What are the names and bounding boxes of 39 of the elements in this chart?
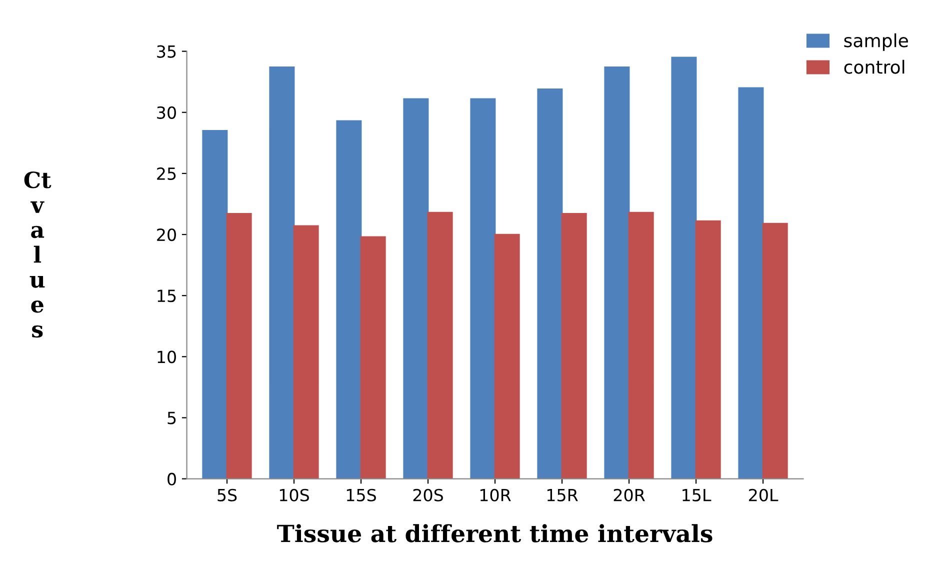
bar [671, 56, 697, 479]
x-tick-label: 5S [218, 488, 237, 502]
bar [561, 213, 587, 479]
legend-label: control [844, 60, 904, 74]
y-tick-label: 30 [157, 106, 176, 119]
bar [470, 98, 496, 479]
bar [202, 130, 228, 479]
bar [695, 220, 721, 479]
x-tick-label: 20R [614, 488, 645, 502]
y-tick-label: 0 [168, 472, 176, 486]
bar [293, 225, 319, 479]
bar [537, 88, 563, 479]
bar [336, 120, 362, 479]
x-tick-label: 10S [280, 488, 309, 502]
bar [269, 66, 295, 479]
y-axis-title: Ct v a l u e s [24, 171, 52, 338]
y-tick-label: 20 [157, 228, 176, 242]
bar [360, 236, 386, 479]
bar [226, 213, 252, 479]
x-tick-label: 15R [547, 489, 578, 502]
x-tick-label: 20S [413, 488, 443, 502]
bar [738, 87, 764, 479]
x-axis-title: Tissue at different time intervals [277, 524, 712, 542]
x-tick-label: 10R [480, 488, 511, 502]
bar [427, 212, 453, 479]
bar [762, 222, 788, 479]
y-tick-label: 25 [157, 167, 176, 180]
y-tick-label: 15 [158, 290, 176, 302]
bar [494, 234, 520, 479]
y-tick-label: 10 [158, 350, 176, 364]
legend-label: sample [844, 33, 908, 51]
y-tick-label: 5 [168, 412, 176, 424]
x-tick-label: 15S [346, 488, 376, 502]
bar [628, 212, 654, 479]
bar [403, 98, 429, 479]
bar [604, 66, 630, 479]
x-tick-label: 15L [682, 489, 712, 502]
x-tick-label: 20L [749, 488, 778, 502]
y-tick-label: 35 [157, 45, 176, 58]
